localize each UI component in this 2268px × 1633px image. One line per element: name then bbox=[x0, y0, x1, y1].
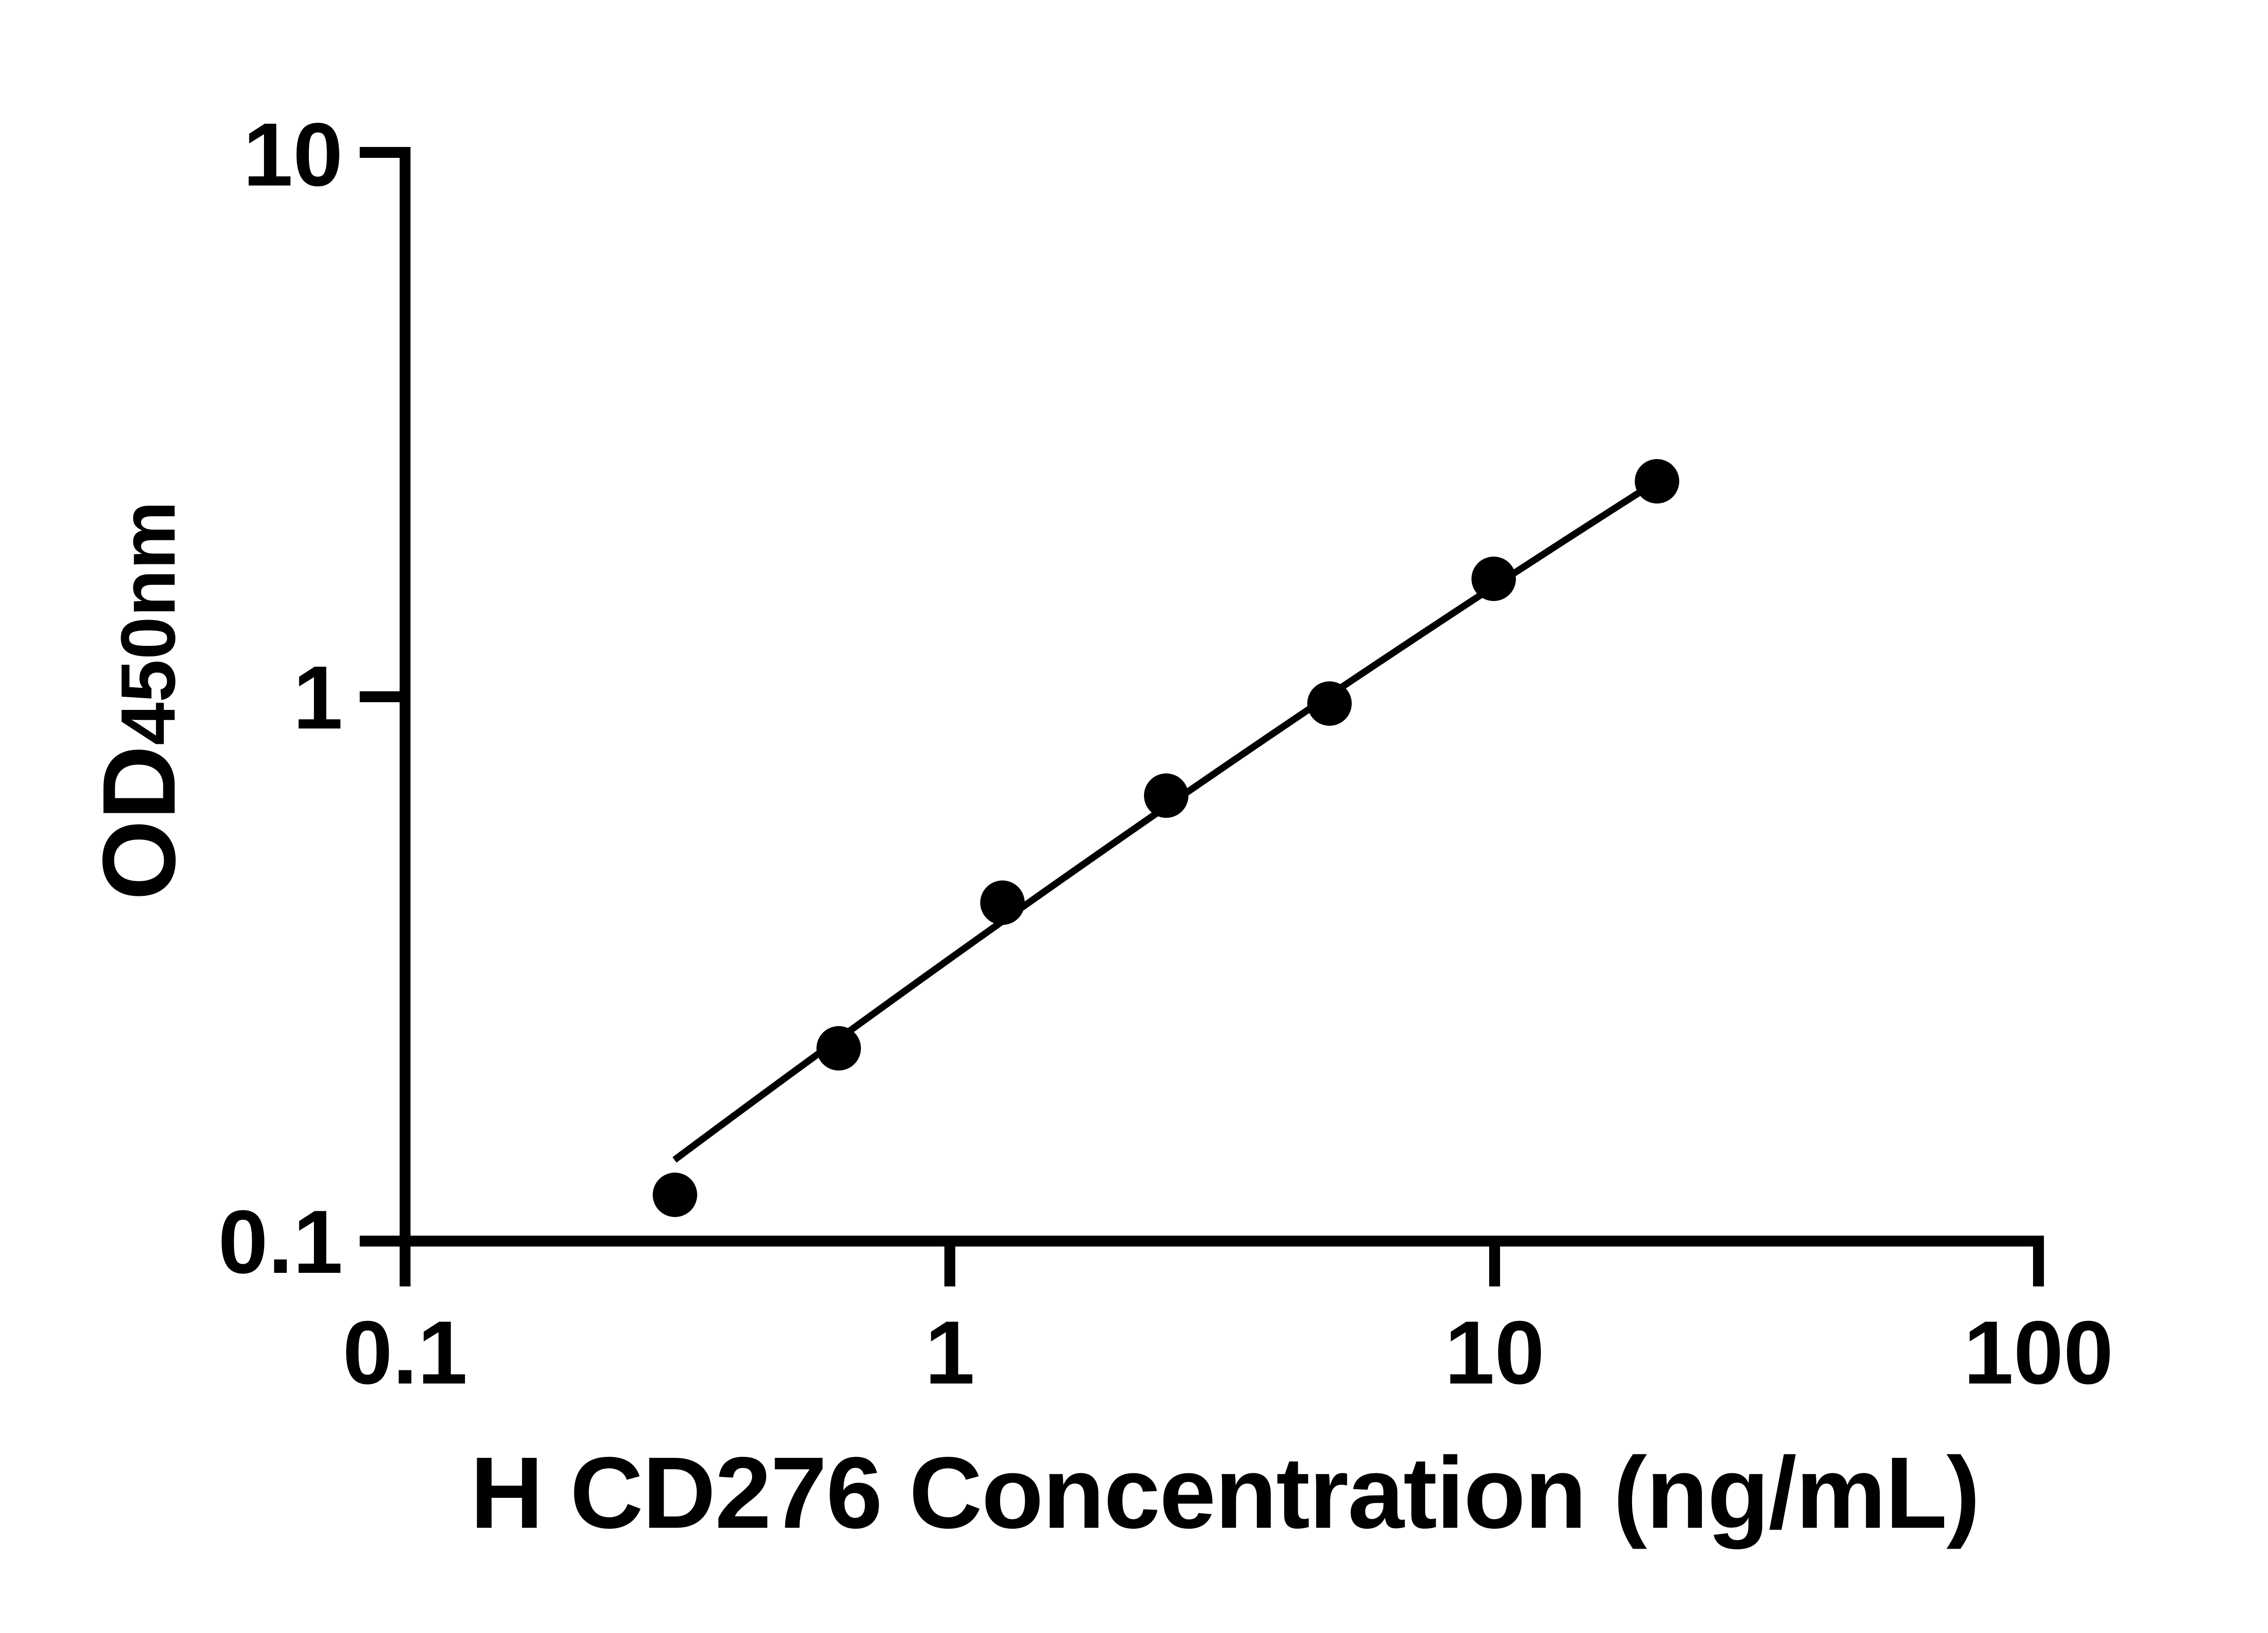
svg-text:0.1: 0.1 bbox=[218, 1192, 343, 1292]
svg-text:OD450nm: OD450nm bbox=[82, 501, 197, 900]
svg-text:10: 10 bbox=[1445, 1302, 1545, 1403]
svg-text:1: 1 bbox=[293, 647, 343, 748]
svg-text:H CD276 Concentration (ng/mL): H CD276 Concentration (ng/mL) bbox=[470, 1436, 1979, 1550]
svg-text:0.1: 0.1 bbox=[342, 1302, 467, 1403]
svg-text:1: 1 bbox=[925, 1302, 975, 1403]
svg-text:100: 100 bbox=[1964, 1302, 2113, 1403]
svg-text:10: 10 bbox=[243, 104, 343, 205]
